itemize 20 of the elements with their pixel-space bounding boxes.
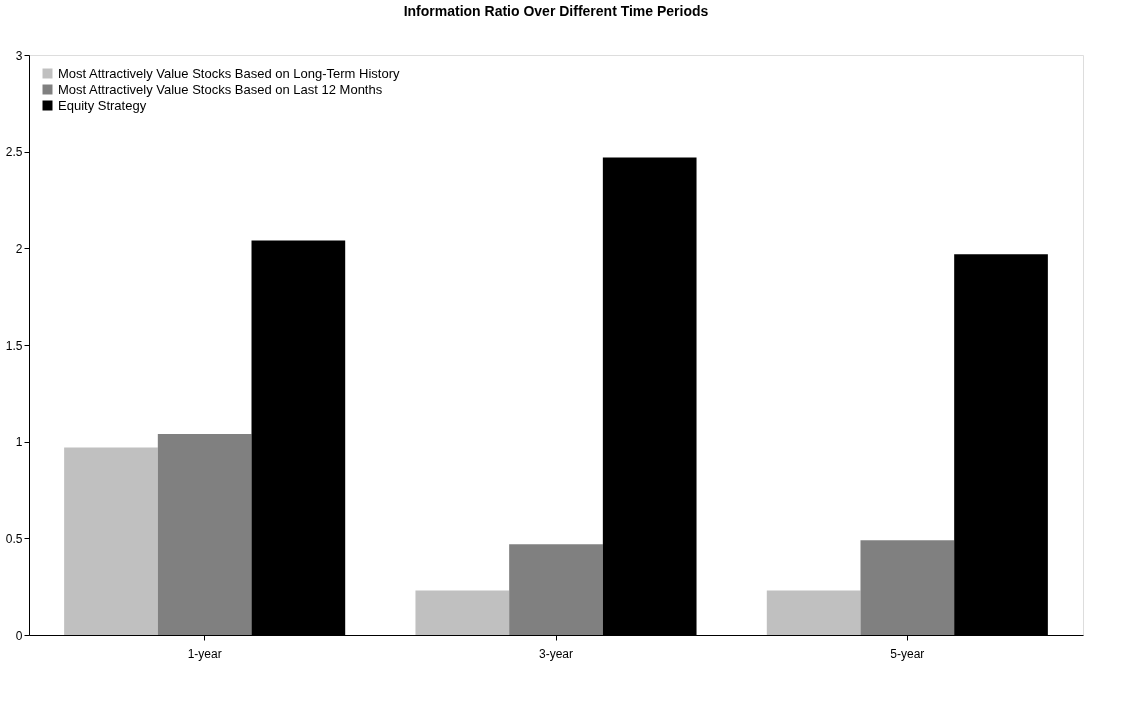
legend-label: Most Attractively Value Stocks Based on Long-Term History — [58, 65, 401, 81]
y-tick-label: 0 — [15, 628, 23, 643]
y-tick-label: 0.5 — [5, 531, 23, 546]
bar — [509, 544, 603, 635]
x-tick-label: 3-year — [538, 646, 574, 661]
y-tick-label: 3 — [15, 48, 23, 63]
bar — [766, 590, 861, 635]
y-tick-label: 1 — [15, 435, 23, 450]
bar — [64, 447, 158, 635]
x-tick-label: 1-year — [187, 646, 222, 661]
bar — [415, 590, 510, 635]
bar — [860, 540, 955, 635]
chart-title: Information Ratio Over Different Time Periods — [403, 3, 709, 19]
y-tick-label: 2 — [15, 241, 23, 256]
y-tick-label: 1.5 — [5, 338, 23, 353]
legend-label: Most Attractively Value Stocks Based on Last 12 Months — [58, 81, 383, 97]
bar — [157, 433, 252, 635]
legend-label: Equity Strategy — [58, 97, 147, 113]
y-tick-label: 2.5 — [5, 145, 23, 160]
x-tick-label: 5-year — [890, 646, 925, 661]
